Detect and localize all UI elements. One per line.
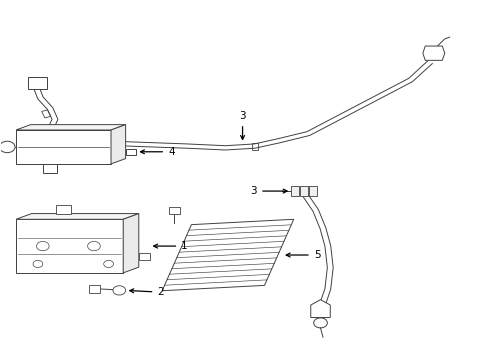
Polygon shape xyxy=(123,213,139,273)
Polygon shape xyxy=(300,186,308,196)
Circle shape xyxy=(33,260,43,267)
Polygon shape xyxy=(16,125,125,130)
Polygon shape xyxy=(111,125,125,164)
Polygon shape xyxy=(162,219,294,291)
Polygon shape xyxy=(291,186,299,196)
Polygon shape xyxy=(16,219,123,273)
Polygon shape xyxy=(16,130,111,164)
Bar xyxy=(252,143,258,150)
Text: 4: 4 xyxy=(141,147,174,157)
Polygon shape xyxy=(423,46,445,60)
Circle shape xyxy=(104,260,114,267)
Polygon shape xyxy=(309,186,317,196)
Bar xyxy=(38,135,45,143)
Text: 3: 3 xyxy=(250,186,287,196)
Polygon shape xyxy=(56,204,71,213)
Polygon shape xyxy=(43,164,57,173)
Polygon shape xyxy=(311,300,330,318)
Polygon shape xyxy=(89,285,100,293)
Polygon shape xyxy=(16,213,139,219)
Circle shape xyxy=(113,286,125,295)
Circle shape xyxy=(314,318,327,328)
Bar xyxy=(42,110,51,118)
Circle shape xyxy=(36,242,49,251)
Polygon shape xyxy=(169,207,180,214)
Polygon shape xyxy=(139,253,149,260)
Circle shape xyxy=(0,141,15,153)
Circle shape xyxy=(88,242,100,251)
Text: 5: 5 xyxy=(286,250,320,260)
Text: 1: 1 xyxy=(154,241,188,251)
Text: 2: 2 xyxy=(130,287,164,297)
Polygon shape xyxy=(28,77,47,89)
Polygon shape xyxy=(125,149,136,155)
Text: 3: 3 xyxy=(239,111,246,139)
